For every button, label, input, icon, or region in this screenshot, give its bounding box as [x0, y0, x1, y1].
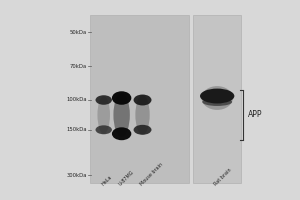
Ellipse shape	[98, 96, 110, 134]
Bar	[90, 15, 189, 183]
Ellipse shape	[112, 127, 131, 140]
Text: 150kDa: 150kDa	[66, 127, 87, 132]
Text: U-87MG: U-87MG	[118, 169, 135, 186]
Text: Mouse brain: Mouse brain	[139, 162, 164, 186]
Ellipse shape	[113, 93, 130, 137]
Ellipse shape	[202, 98, 232, 106]
Ellipse shape	[135, 95, 150, 135]
Ellipse shape	[200, 89, 234, 103]
Text: 70kDa: 70kDa	[70, 64, 87, 69]
Bar	[193, 15, 241, 183]
Text: 300kDa: 300kDa	[66, 173, 87, 178]
Text: HeLa: HeLa	[100, 174, 112, 186]
Text: APP: APP	[248, 110, 262, 119]
Ellipse shape	[134, 125, 152, 135]
Text: 50kDa: 50kDa	[70, 30, 87, 35]
Ellipse shape	[112, 91, 131, 105]
Ellipse shape	[95, 125, 112, 134]
Text: 100kDa: 100kDa	[66, 97, 87, 102]
Ellipse shape	[202, 86, 233, 110]
Ellipse shape	[95, 95, 112, 105]
Ellipse shape	[134, 95, 152, 105]
Text: Rat brain: Rat brain	[214, 167, 233, 186]
